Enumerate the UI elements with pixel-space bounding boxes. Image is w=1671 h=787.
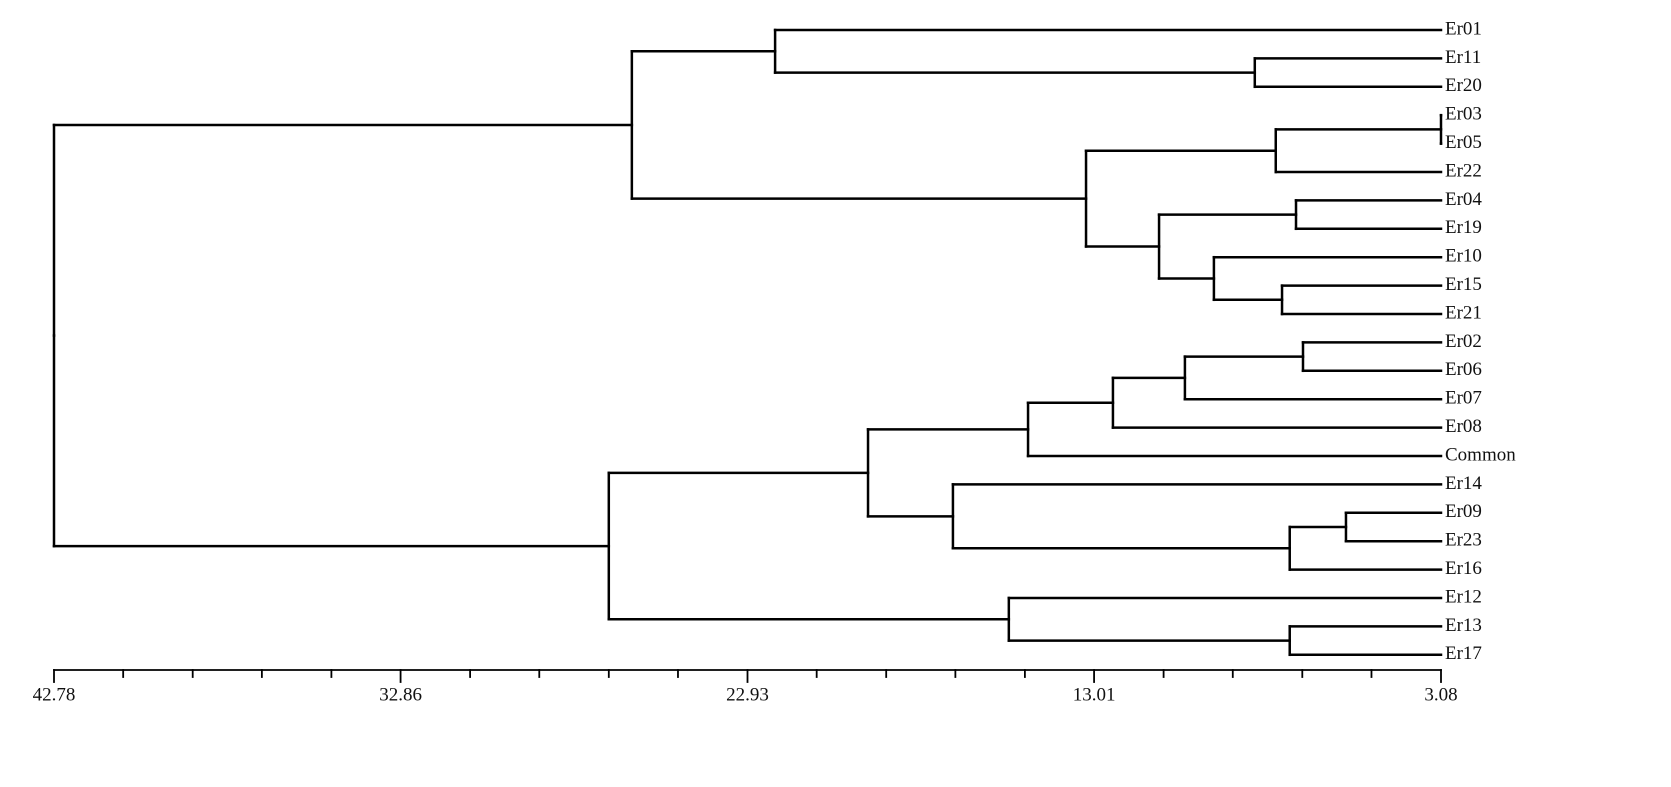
leaf-label: Er23 xyxy=(1445,530,1482,551)
leaf-label: Er15 xyxy=(1445,274,1482,295)
leaf-label: Er16 xyxy=(1445,558,1482,579)
x-tick-label: 32.86 xyxy=(379,684,422,705)
x-tick-label: 22.93 xyxy=(726,684,769,705)
leaf-label: Er03 xyxy=(1445,104,1482,125)
leaf-label: Common xyxy=(1445,444,1516,465)
leaf-label: Er07 xyxy=(1445,388,1482,409)
leaf-label: Er21 xyxy=(1445,302,1482,323)
leaf-label: Er22 xyxy=(1445,160,1482,181)
leaf-label: Er05 xyxy=(1445,132,1482,153)
leaf-label: Er01 xyxy=(1445,18,1482,39)
leaf-label: Er10 xyxy=(1445,246,1482,267)
x-tick-label: 42.78 xyxy=(33,684,76,705)
leaf-label: Er13 xyxy=(1445,615,1482,636)
leaf-label: Er11 xyxy=(1445,47,1481,68)
leaf-label: Er12 xyxy=(1445,586,1482,607)
leaf-label: Er20 xyxy=(1445,75,1482,96)
leaf-label: Er17 xyxy=(1445,643,1482,664)
leaf-label: Er09 xyxy=(1445,501,1482,522)
leaf-label: Er04 xyxy=(1445,189,1482,210)
leaf-label: Er06 xyxy=(1445,359,1482,380)
leaf-label: Er02 xyxy=(1445,331,1482,352)
x-tick-label: 13.01 xyxy=(1073,684,1116,705)
leaf-label: Er08 xyxy=(1445,416,1482,437)
x-tick-label: 3.08 xyxy=(1424,684,1457,705)
leaf-label: Er19 xyxy=(1445,217,1482,238)
leaf-label: Er14 xyxy=(1445,473,1482,494)
